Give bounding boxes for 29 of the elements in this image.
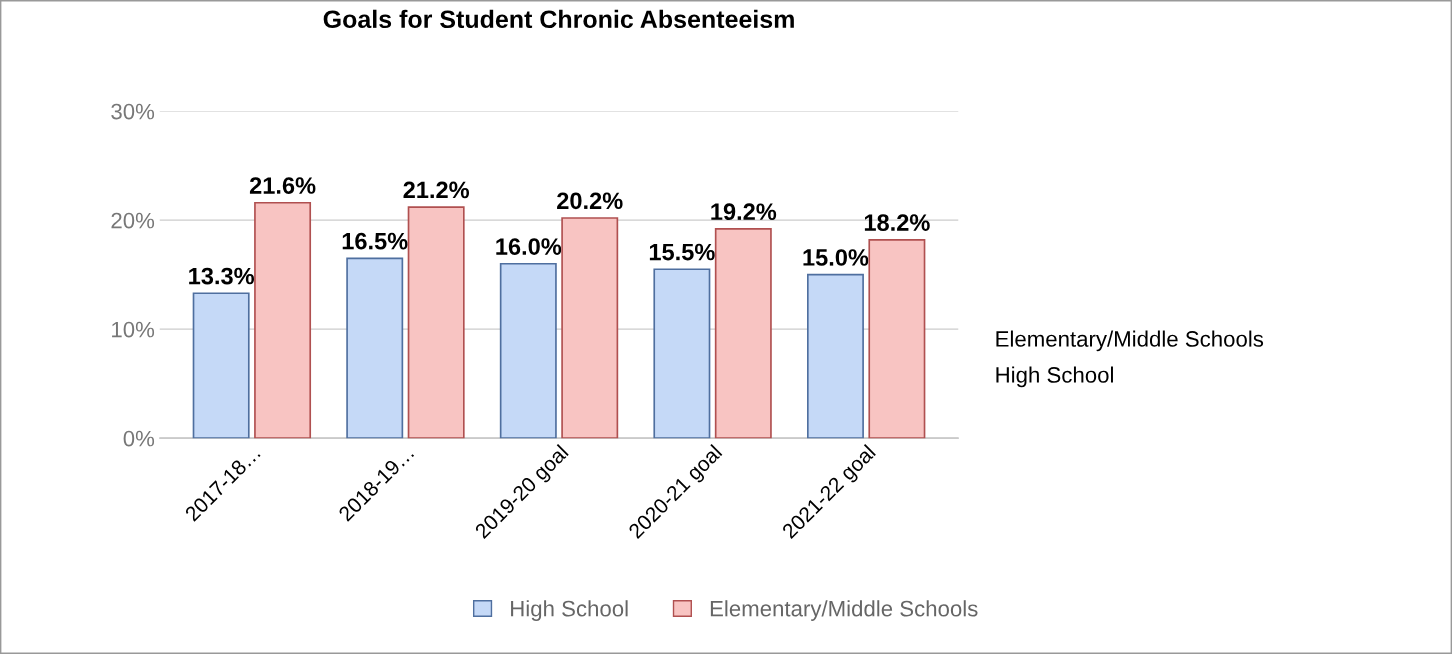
data-label: 21.6% [249, 177, 316, 194]
text: High School [996, 366, 1113, 388]
bar [346, 257, 404, 439]
y-tick-label: 20% [111, 212, 155, 229]
bar [561, 217, 619, 439]
bar [499, 262, 557, 439]
legend-label: Elementary/Middle Schools [710, 600, 978, 621]
text: Elementary/Middle Schools [996, 330, 1264, 352]
data-label: 13.3% [189, 267, 254, 285]
data-label: 15.0% [803, 249, 869, 266]
bar [407, 206, 465, 439]
y-tick-label: 10% [112, 321, 155, 338]
bar [192, 292, 250, 439]
data-label: 19.2% [711, 203, 777, 221]
data-label: 20.2% [557, 192, 623, 210]
bar [254, 201, 312, 439]
data-label: 16.0% [496, 238, 562, 255]
bar [806, 273, 864, 439]
bar [714, 228, 772, 439]
data-label: 15.5% [649, 243, 715, 261]
data-label: 18.2% [864, 214, 930, 231]
data-label: 16.5% [342, 232, 408, 250]
y-tick-label: 0% [123, 430, 155, 447]
bar [653, 268, 711, 439]
data-label: 21.2% [403, 181, 470, 199]
chart-title: Goals for Student Chronic Absenteeism [323, 9, 794, 29]
bar [868, 238, 926, 439]
y-tick-label: 30% [111, 103, 155, 120]
legend-label: High School [511, 600, 628, 621]
